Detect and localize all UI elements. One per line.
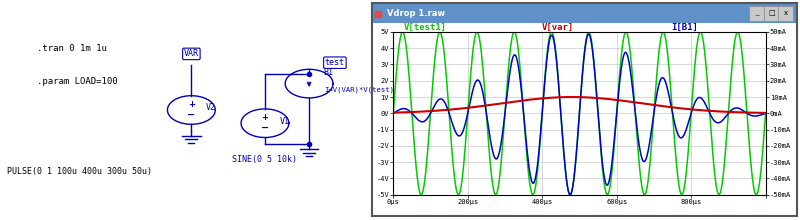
Text: □: □: [769, 10, 775, 16]
Text: B1: B1: [324, 68, 334, 77]
Bar: [372, 4, 797, 23]
Text: SINE(0 5 10k): SINE(0 5 10k): [233, 155, 298, 164]
Text: +: +: [262, 113, 269, 122]
Bar: [750, 6, 764, 21]
Text: V1: V1: [280, 117, 290, 125]
Text: PULSE(0 1 100u 400u 300u 50u): PULSE(0 1 100u 400u 300u 50u): [7, 167, 152, 176]
Text: I=V(VAR)*V(test)/LOAD: I=V(VAR)*V(test)/LOAD: [324, 87, 416, 94]
Text: VAR: VAR: [184, 50, 199, 58]
Text: _: _: [755, 10, 758, 16]
Text: +: +: [188, 100, 195, 109]
Bar: [778, 6, 793, 21]
Text: Vdrop 1.raw: Vdrop 1.raw: [387, 9, 445, 18]
Text: .tran 0 1m 1u: .tran 0 1m 1u: [37, 44, 106, 53]
Bar: [764, 6, 779, 21]
Text: test: test: [325, 58, 345, 67]
Text: .param LOAD=100: .param LOAD=100: [37, 77, 118, 86]
Text: −: −: [261, 123, 269, 133]
Text: V2: V2: [206, 103, 216, 112]
Text: x: x: [784, 10, 788, 16]
Text: −: −: [187, 110, 195, 120]
Text: V[var]: V[var]: [542, 23, 574, 32]
Text: V[test1]: V[test1]: [404, 23, 447, 32]
Text: I[B1]: I[B1]: [671, 23, 698, 32]
